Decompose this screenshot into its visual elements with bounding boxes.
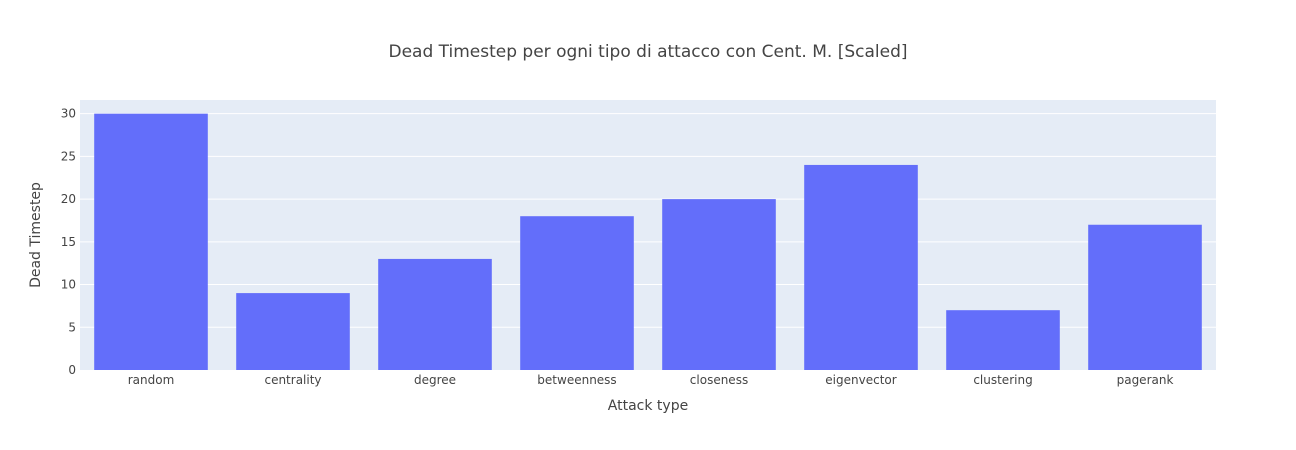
y-axis-title: Dead Timestep [28, 182, 44, 288]
chart-title: Dead Timestep per ogni tipo di attacco c… [388, 42, 907, 62]
y-tick-label: 15 [61, 235, 76, 249]
bar-random[interactable] [94, 113, 208, 370]
bar-eigenvector[interactable] [804, 164, 918, 370]
y-tick-label: 10 [61, 278, 76, 292]
x-tick-label: closeness [690, 373, 748, 387]
bar-centrality[interactable] [236, 293, 350, 370]
y-tick-label: 5 [68, 320, 76, 334]
x-tick-label: eigenvector [825, 373, 896, 387]
bar-clustering[interactable] [946, 310, 1060, 370]
x-axis-ticks: random centrality degree betweenness closene… [128, 373, 1174, 387]
x-tick-label: degree [414, 373, 456, 387]
bar-pagerank[interactable] [1088, 224, 1202, 370]
x-tick-label: betweenness [537, 373, 616, 387]
x-axis-title: Attack type [608, 398, 688, 414]
y-tick-label: 30 [61, 107, 76, 121]
y-axis-ticks: 0 5 10 15 20 25 30 [61, 107, 76, 377]
bar-degree[interactable] [378, 258, 492, 370]
y-tick-label: 20 [61, 192, 76, 206]
bar-closeness[interactable] [662, 199, 776, 370]
y-tick-label: 0 [68, 363, 76, 377]
bars [94, 113, 1202, 370]
x-tick-label: random [128, 373, 175, 387]
y-tick-label: 25 [61, 149, 76, 163]
x-tick-label: pagerank [1117, 373, 1174, 387]
bar-betweenness[interactable] [520, 216, 634, 370]
x-tick-label: centrality [264, 373, 321, 387]
x-tick-label: clustering [973, 373, 1032, 387]
